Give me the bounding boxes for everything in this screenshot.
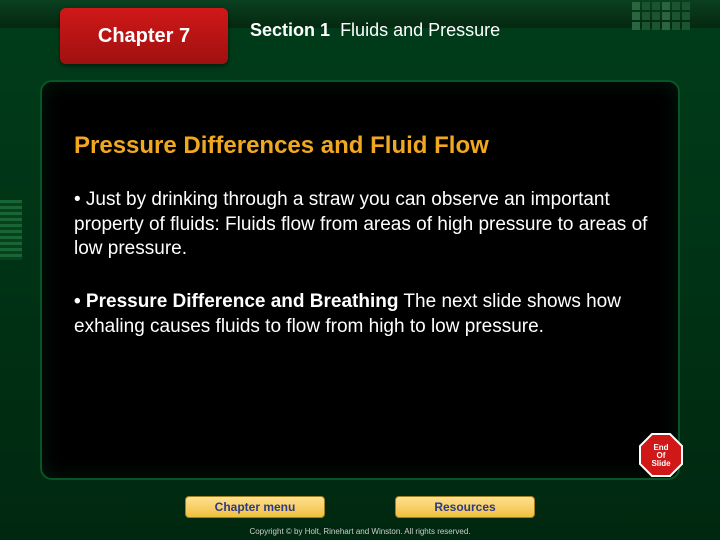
section-prefix: Section 1	[250, 20, 330, 40]
chapter-label: Chapter 7	[98, 25, 190, 48]
bullet-1: • Just by drinking through a straw you c…	[74, 188, 650, 262]
end-badge-text: End Of Slide	[638, 444, 684, 468]
section-title: Section 1 Fluids and Pressure	[250, 20, 500, 41]
slide-heading: Pressure Differences and Fluid Flow	[74, 132, 650, 160]
end-of-slide-badge: End Of Slide	[638, 432, 684, 478]
content-panel: Pressure Differences and Fluid Flow • Ju…	[40, 80, 680, 480]
section-title-text: Fluids and Pressure	[340, 20, 500, 40]
slide-container: Chapter 7 Section 1 Fluids and Pressure …	[0, 0, 720, 540]
chapter-menu-button[interactable]: Chapter menu	[185, 496, 325, 518]
nav-button-row: Chapter menu Resources	[0, 496, 720, 518]
chapter-badge: Chapter 7	[60, 8, 228, 64]
bullet-2: • Pressure Difference and Breathing The …	[74, 290, 650, 339]
left-accent-stripe	[0, 200, 22, 260]
bullet-2-bold: • Pressure Difference and Breathing	[74, 291, 398, 312]
resources-button[interactable]: Resources	[395, 496, 535, 518]
decorative-squares	[632, 2, 690, 30]
copyright-text: Copyright © by Holt, Rinehart and Winsto…	[0, 527, 720, 536]
end-line3: Slide	[638, 460, 684, 468]
